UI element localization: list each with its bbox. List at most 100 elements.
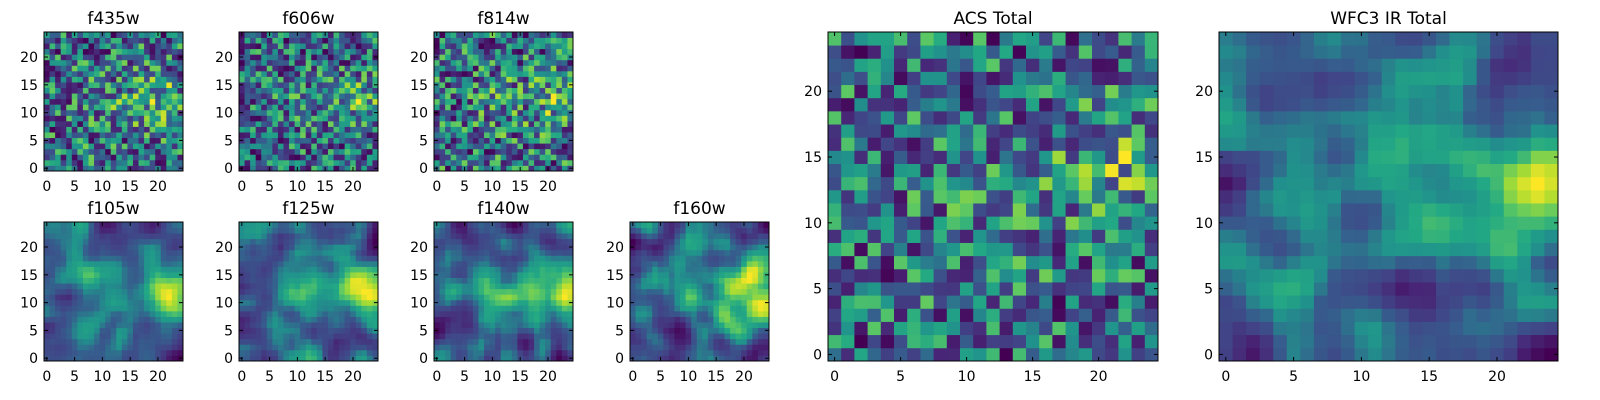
heatmap-cell [484,327,490,334]
heatmap-cell [707,249,714,256]
heatmap-cell [283,327,290,334]
heatmap-cell [730,222,737,228]
heatmap-cell [144,277,151,284]
heatmap-cell [294,137,301,144]
heatmap-cell [1065,334,1080,349]
heatmap-cell [261,120,268,127]
heatmap-cell [907,242,921,257]
heatmap-cell [973,321,987,336]
heatmap-cell [539,333,546,340]
heatmap-cell [305,137,312,144]
heatmap-cell [289,349,295,356]
heatmap-cell [854,229,868,243]
heatmap-cell [316,159,323,166]
heatmap-cell [641,310,648,317]
heatmap-cell [160,299,167,306]
heatmap-cell [105,37,112,44]
heatmap-cell [166,294,173,301]
heatmap-cell [77,299,84,306]
heatmap-cell [49,222,56,228]
heatmap-cell [138,70,145,77]
heatmap-cell [461,316,468,323]
heatmap-cell [272,37,279,44]
heatmap-cell [652,238,659,245]
heatmap-cell [730,333,737,340]
heatmap-cell [534,238,541,245]
heatmap-cell [132,132,139,139]
heatmap-cell [735,277,742,284]
heatmap-cell [171,227,178,234]
heatmap-cell [316,120,323,127]
heatmap-cell [66,48,73,55]
heatmap-cell [327,283,334,290]
heatmap-cell [344,260,351,267]
heatmap-cell [960,176,974,191]
heatmap-cell [71,255,78,262]
heatmap-cell [344,310,351,317]
heatmap-cell [1144,176,1159,191]
heatmap-cell [696,327,703,334]
heatmap-cell [467,333,474,340]
heatmap-cell [82,322,89,329]
heatmap-cell [88,137,95,144]
heatmap-cell [88,126,95,133]
heatmap-cell [561,238,568,245]
heatmap-cell [305,233,312,240]
heatmap-cell [567,338,574,345]
heatmap-cell [1144,295,1159,309]
heatmap-cell [60,98,67,105]
heatmap-cell [652,288,659,295]
heatmap-cell [339,310,346,317]
heatmap-cell [144,126,151,133]
heatmap-cell [724,255,731,262]
heatmap-cell [327,327,334,334]
heatmap-cell [439,82,446,88]
heatmap-cell [55,272,62,278]
heatmap-cell [149,260,156,267]
heatmap-cell [757,260,764,267]
heatmap-cell [99,233,106,240]
heatmap-cell [105,154,112,161]
heatmap-cell [116,54,123,61]
heatmap-cell [300,143,307,150]
heatmap-cell [49,288,56,295]
heatmap-cell [456,327,463,334]
heatmap-cell [495,288,502,295]
heatmap-cell [894,242,908,257]
heatmap-cell [149,165,156,172]
heatmap-cell [94,115,100,122]
heatmap-cell [702,233,709,240]
heatmap-cell [517,137,524,144]
heatmap-cell [127,143,134,150]
heatmap-cell [333,126,340,133]
heatmap-cell [71,120,78,127]
heatmap-cell [545,109,552,116]
heatmap-cell [500,148,507,155]
heatmap-cell [1012,189,1027,204]
heatmap-cell [121,255,128,262]
heatmap-cell [339,48,346,55]
heatmap-cell [730,260,737,267]
heatmap-cell [49,48,56,55]
heatmap-cell [372,59,379,66]
heatmap-cell [361,233,368,240]
heatmap-cell [478,104,485,111]
heatmap-cell [500,143,507,150]
heatmap-cell [289,310,295,317]
heatmap-cell [946,255,961,270]
heatmap-cell [339,299,346,306]
heatmap-cell [88,249,95,256]
heatmap-cell [144,148,151,155]
heatmap-cell [372,37,379,44]
heatmap-cell [456,277,463,284]
heatmap-cell [1052,189,1066,204]
heatmap-cell [439,115,446,122]
heatmap-cell [350,104,357,111]
heatmap-cell [500,65,507,72]
heatmap-cell [489,54,496,61]
heatmap-cell [495,48,502,55]
heatmap-cell [94,76,100,83]
heatmap-cell [99,249,106,256]
heatmap-cell [567,238,574,245]
heatmap-cell [116,249,123,256]
